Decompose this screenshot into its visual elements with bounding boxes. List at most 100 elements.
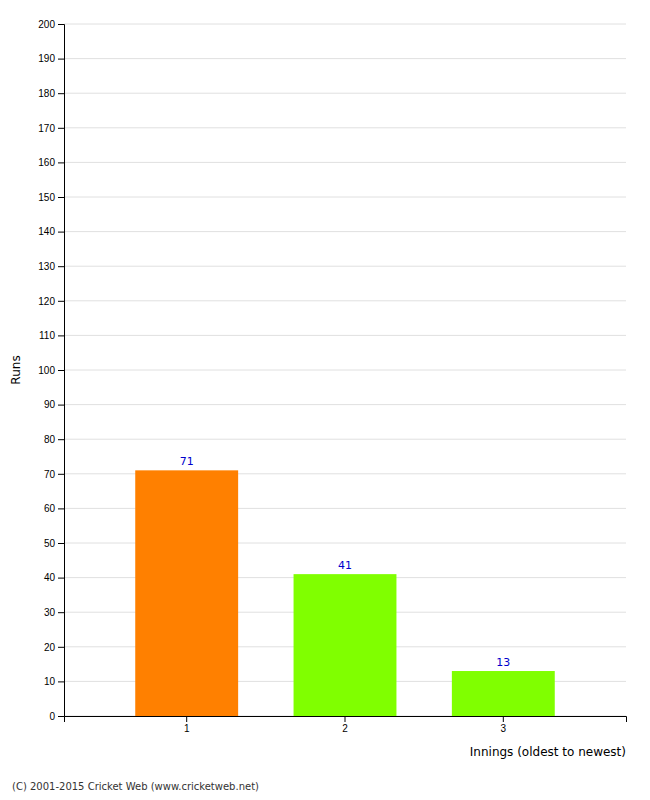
tick-label: 200 — [38, 19, 55, 30]
tick: 140 — [38, 226, 64, 237]
tick-mark — [58, 716, 64, 717]
bar — [452, 671, 555, 716]
grid-line — [64, 335, 626, 336]
tick-mark — [58, 197, 64, 198]
tick-mark — [58, 301, 64, 302]
tick-mark — [58, 59, 64, 60]
tick: 1 — [184, 716, 190, 734]
tick-mark — [503, 716, 504, 722]
tick: 170 — [38, 123, 64, 134]
tick: 70 — [44, 469, 64, 480]
tick-label: 110 — [39, 330, 55, 341]
chart-svg: 0 10 20 30 40 50 60 70 80 90 100 110 120 130 140 150 160… — [0, 0, 650, 800]
grid-line — [64, 266, 626, 267]
tick: 160 — [38, 157, 64, 168]
tick-label: 1 — [184, 723, 190, 734]
grid-line — [64, 127, 626, 128]
tick-label: 20 — [44, 642, 56, 653]
tick-mark — [58, 162, 64, 163]
tick-label: 50 — [44, 538, 56, 549]
tick-mark — [58, 24, 64, 25]
y-axis: 0 10 20 30 40 50 60 70 80 90 100 110 120 130 140 150 160… — [38, 19, 64, 722]
grid-line — [64, 404, 626, 405]
tick-label: 80 — [44, 434, 56, 445]
grid-line — [64, 231, 626, 232]
tick-label: 130 — [38, 261, 55, 272]
x-axis: 1 2 3 — [65, 716, 627, 734]
grid-line — [64, 93, 626, 94]
tick-mark — [58, 543, 64, 544]
chart-container: 0 10 20 30 40 50 60 70 80 90 100 110 120 130 140 150 160… — [0, 0, 650, 800]
tick-mark — [58, 439, 64, 440]
tick-label: 30 — [44, 607, 56, 618]
data-label: 13 — [496, 656, 510, 669]
y-axis-title: Runs — [9, 355, 23, 384]
axis-line — [58, 25, 65, 717]
tick-label: 60 — [44, 503, 56, 514]
tick: 130 — [38, 261, 64, 272]
bar — [135, 470, 238, 716]
grid-line — [64, 162, 626, 163]
tick-label: 40 — [44, 572, 56, 583]
tick-mark — [58, 578, 64, 579]
tick: 200 — [38, 19, 64, 30]
tick-mark — [186, 716, 187, 722]
tick-mark — [58, 612, 64, 613]
tick-label: 3 — [501, 723, 507, 734]
tick-label: 70 — [44, 469, 56, 480]
tick-label: 2 — [342, 723, 348, 734]
tick: 180 — [38, 88, 64, 99]
tick: 10 — [44, 676, 64, 687]
tick: 190 — [38, 53, 64, 64]
grid-line — [64, 370, 626, 371]
tick-mark — [58, 370, 64, 371]
tick: 120 — [38, 296, 64, 307]
tick-mark — [58, 93, 64, 94]
grid-line — [64, 197, 626, 198]
data-labels: 71 41 13 — [180, 455, 511, 669]
tick: 2 — [342, 716, 348, 734]
tick: 50 — [44, 538, 64, 549]
tick-label: 10 — [44, 676, 56, 687]
tick: 100 — [38, 365, 64, 376]
tick: 90 — [44, 399, 64, 410]
data-label: 71 — [180, 455, 194, 468]
tick-label: 170 — [38, 123, 55, 134]
tick: 40 — [44, 572, 64, 583]
data-label: 41 — [338, 559, 352, 572]
x-axis-title: Innings (oldest to newest) — [470, 745, 626, 759]
footer: (C) 2001-2015 Cricket Web (www.cricketwe… — [12, 781, 259, 792]
tick-mark — [58, 681, 64, 682]
tick-label: 160 — [38, 157, 55, 168]
tick-label: 100 — [38, 365, 55, 376]
bar — [294, 574, 397, 716]
tick: 30 — [44, 607, 64, 618]
tick: 20 — [44, 642, 64, 653]
tick-mark — [58, 232, 64, 233]
grid — [64, 24, 626, 716]
bars — [135, 470, 555, 716]
tick: 110 — [39, 330, 64, 341]
tick-mark — [58, 335, 64, 336]
tick-mark — [58, 405, 64, 406]
tick-mark — [58, 508, 64, 509]
tick-label: 150 — [38, 192, 55, 203]
grid-line — [64, 58, 626, 59]
tick-mark — [58, 647, 64, 648]
tick-label: 0 — [49, 711, 55, 722]
grid-line — [64, 300, 626, 301]
grid-line — [64, 24, 626, 25]
tick-mark — [345, 716, 346, 722]
tick-mark — [58, 474, 64, 475]
tick: 0 — [49, 711, 64, 722]
tick-label: 140 — [38, 226, 55, 237]
axis-line — [65, 717, 627, 723]
tick-label: 120 — [38, 296, 55, 307]
tick: 80 — [44, 434, 64, 445]
grid-line — [64, 439, 626, 440]
tick-mark — [58, 266, 64, 267]
tick-label: 190 — [38, 53, 55, 64]
plot: 0 10 20 30 40 50 60 70 80 90 100 110 120 130 140 150 160… — [9, 19, 627, 759]
tick-label: 180 — [38, 88, 55, 99]
tick: 3 — [501, 716, 507, 734]
